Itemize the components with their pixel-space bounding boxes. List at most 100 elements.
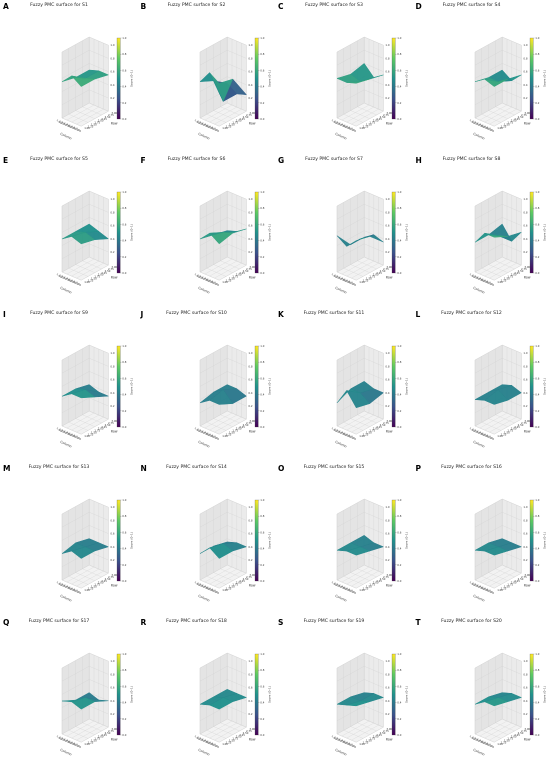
row-tick-label: 2.50 [242,115,248,119]
floor-gridline [488,109,517,125]
row-tick-label: 1.75 [232,737,238,741]
row-tick-label: 1.00 [222,126,228,130]
column-tick-label: 2.25 [480,585,487,592]
colorbar-label: Score (0–1) [404,686,408,703]
z-tick-label: 0.2 [385,404,389,408]
floor-gridline [82,414,102,424]
row-tick-label: 1.25 [363,432,369,436]
row-tick-label: 1.00 [84,588,90,592]
floor-gridline [61,271,82,281]
column-tick-label: 2.50 [208,586,215,593]
column-tick-label: 3.00 [75,126,82,133]
wall-gridline [199,204,246,220]
column-tick-label: 2.50 [345,740,352,747]
row-tick-label: 1.75 [94,737,100,741]
column-tick-label: 2.50 [208,124,215,131]
colorbar-tick-label: 0.8 [535,668,539,672]
z-tick-label: 0.8 [110,672,114,676]
row-tick-label: 3.00 [524,573,530,577]
wall-gridline [199,666,246,682]
colorbar-tick-label: 0.6 [260,68,264,72]
column-tick-label: 2.25 [480,123,487,130]
colorbar-tick-label: 1.0 [122,190,126,194]
column-tick-label: 1.25 [196,427,203,434]
column-tick-label: 1.75 [338,429,345,436]
z-tick-label: 0.2 [248,404,252,408]
row-tick-label: 1.50 [91,430,97,434]
z-tick-label: 0.2 [248,96,252,100]
colorbar-tick-label: 0.6 [397,684,401,688]
z-tick-label: 0.6 [110,378,114,382]
wall-gridline [474,243,521,259]
z-tick-label: 0.4 [523,83,527,87]
panel-letter: R [140,618,147,627]
floor-gridline [219,106,240,116]
wall-gridline [474,36,521,53]
row-tick-label: 2.25 [376,579,382,583]
colorbar-tick-label: 0.0 [122,733,126,737]
floor-gridline [76,725,104,741]
row-tick-label: 1.50 [366,584,372,588]
row-tick-label: 1.75 [232,275,238,279]
column-tick-label: 2.75 [347,433,354,440]
z-tick-label: 0.8 [523,364,527,368]
colorbar-tick-label: 0.0 [260,271,264,275]
row-tick-label: 2.00 [373,119,379,123]
colorbar-tick-label: 0.6 [397,376,401,380]
colorbar-tick-label: 0.0 [535,425,539,429]
floor-gridline [488,418,508,427]
panel-title: Fuzzy PMC surface for S8 [442,157,501,162]
colorbar-tick-label: 0.8 [397,668,401,672]
row-tick-label: 2.50 [380,115,386,119]
row-tick-label: 2.50 [242,423,248,427]
colorbar [116,345,121,428]
colorbar-label: Score (0–1) [267,686,271,703]
colorbar-tick-label: 0.6 [260,222,264,226]
row-tick-label: 1.75 [94,429,100,433]
surface-plot: 1.001.251.501.752.002.252.502.753.00 1.00… [331,498,409,603]
row-tick-label: 1.50 [229,276,235,280]
floor-gridline [356,573,384,589]
column-tick-label: 1.00 [193,426,200,433]
colorbar-tick-label: 0.0 [397,733,401,737]
row-tick-label: 1.75 [507,121,513,125]
floor-gridline [213,263,242,279]
row-tick-label: 2.00 [373,735,379,739]
colorbar-tick-label: 0.0 [122,271,126,275]
floor-gridline [488,726,508,735]
y-axis-label: Row [248,430,255,434]
column-tick-label: 1.50 [198,120,205,127]
z-tick-label: 0.8 [523,518,527,522]
row-tick-label: 1.00 [84,126,90,130]
y-axis-label: Row [386,276,393,280]
colorbar [254,345,258,428]
column-tick-label: 2.00 [478,584,485,591]
floor-gridline [75,110,95,119]
row-tick-label: 2.25 [239,117,245,121]
wall-gridline [61,217,109,233]
floor-gridline [501,102,521,112]
floor-gridline [213,726,233,735]
x-axis-label: Column [197,286,210,295]
floor-gridline [89,564,109,574]
panel-title: Fuzzy PMC surface for S1 [30,3,88,8]
x-axis-label: Column [335,286,348,295]
colorbar-tick-label: 0.4 [397,239,401,243]
floor-gridline [494,414,515,424]
row-tick-label: 1.50 [229,430,235,434]
row-tick-label: 2.50 [105,269,111,273]
wall-gridline [199,498,246,515]
row-tick-label: 1.25 [500,278,506,282]
z-tick-label: 0.6 [523,532,527,536]
floor-gridline [356,265,384,281]
column-tick-label: 1.50 [473,120,480,127]
column-tick-label: 2.50 [483,124,490,131]
row-tick-label: 1.75 [507,275,513,279]
y-axis-label: Row [111,430,118,434]
row-tick-label: 1.25 [363,124,369,128]
z-tick-label: 0.6 [110,686,114,690]
colorbar-label: Score (0–1) [267,532,271,549]
row-tick-label: 2.75 [246,113,252,117]
column-tick-label: 3.00 [350,434,357,441]
column-tick-label: 2.00 [478,738,485,745]
